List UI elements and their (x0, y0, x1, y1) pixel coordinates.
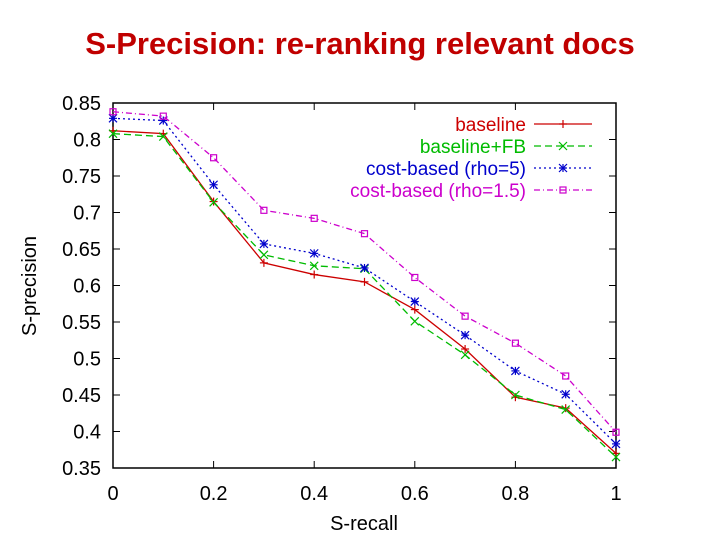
x-tick-label: 0.6 (401, 483, 429, 505)
y-tick-label: 0.85 (62, 93, 101, 115)
data-point (210, 154, 218, 162)
x-tick-label: 0.4 (300, 483, 328, 505)
y-tick-label: 0.75 (62, 166, 101, 188)
series-line (112, 111, 617, 433)
data-point (260, 206, 268, 214)
data-point (461, 345, 470, 354)
data-point (309, 261, 319, 271)
y-axis-label: S-precision (19, 236, 41, 336)
legend-label: baseline (455, 115, 526, 136)
data-point (108, 129, 118, 139)
data-point (411, 273, 419, 282)
data-point (259, 239, 269, 249)
data-point (158, 132, 168, 142)
series-line (112, 133, 617, 458)
series-2 (108, 129, 621, 462)
y-tick-label: 0.65 (62, 239, 101, 261)
series-1 (109, 126, 620, 458)
data-point (310, 214, 318, 222)
x-tick-label: 0.8 (501, 483, 529, 505)
series-group (108, 108, 621, 462)
legend-item: cost-based (rho=1.5) (350, 181, 592, 202)
data-point (510, 390, 520, 400)
data-point (511, 339, 520, 347)
data-point (612, 428, 620, 436)
data-point (159, 112, 167, 120)
data-point (259, 258, 268, 267)
x-tick-label: 0.2 (200, 483, 228, 505)
data-point (209, 197, 219, 207)
series-line (112, 130, 617, 454)
data-point (410, 305, 419, 314)
legend-marker (559, 186, 567, 194)
legend-marker (558, 163, 568, 173)
legend-item: cost-based (rho=5) (366, 159, 592, 180)
data-point (460, 350, 470, 360)
x-tick-label: 0 (107, 483, 118, 505)
legend-label: baseline+FB (420, 137, 526, 158)
series-4 (109, 108, 620, 436)
data-point (109, 108, 117, 116)
data-point (562, 372, 570, 380)
y-tick-label: 0.8 (73, 130, 101, 152)
data-point (561, 389, 571, 399)
y-tick-label: 0.55 (62, 312, 101, 334)
data-point (259, 250, 269, 260)
data-point (461, 312, 469, 320)
data-point (611, 452, 621, 462)
data-point (209, 180, 219, 190)
x-tick-label: 1 (610, 483, 621, 505)
data-point (309, 248, 319, 258)
legend-label: cost-based (rho=1.5) (350, 181, 526, 202)
y-tick-label: 0.35 (62, 458, 101, 480)
legend-item: baseline (455, 115, 592, 136)
legend-marker (559, 120, 567, 128)
y-tick-label: 0.5 (73, 349, 101, 371)
y-tick-label: 0.7 (73, 203, 101, 225)
data-point (510, 366, 520, 376)
data-point (360, 230, 369, 238)
data-point (611, 439, 621, 449)
axis-ticks: 0.35 0.4 0.45 0.5 0.55 0.6 0.65 0.7 0.75 0.8 0.85 0… (62, 93, 622, 505)
data-point (108, 113, 118, 123)
data-point (410, 297, 420, 306)
y-tick-label: 0.6 (73, 276, 101, 298)
y-tick-label: 0.45 (62, 385, 101, 407)
series-3 (108, 113, 621, 449)
slide-title: S-Precision: re-ranking relevant docs (85, 26, 635, 61)
x-axis-label: S-recall (330, 513, 398, 535)
data-point (410, 316, 420, 326)
legend-item: baseline+FB (420, 137, 592, 158)
data-point (561, 405, 571, 415)
y-tick-label: 0.4 (73, 422, 101, 444)
data-point (561, 404, 570, 413)
legend-marker (558, 141, 568, 151)
data-point (460, 330, 470, 340)
data-point (310, 270, 319, 279)
data-point (612, 449, 620, 458)
data-point (360, 277, 369, 286)
legend-label: cost-based (rho=5) (366, 159, 526, 180)
data-point (360, 263, 369, 273)
